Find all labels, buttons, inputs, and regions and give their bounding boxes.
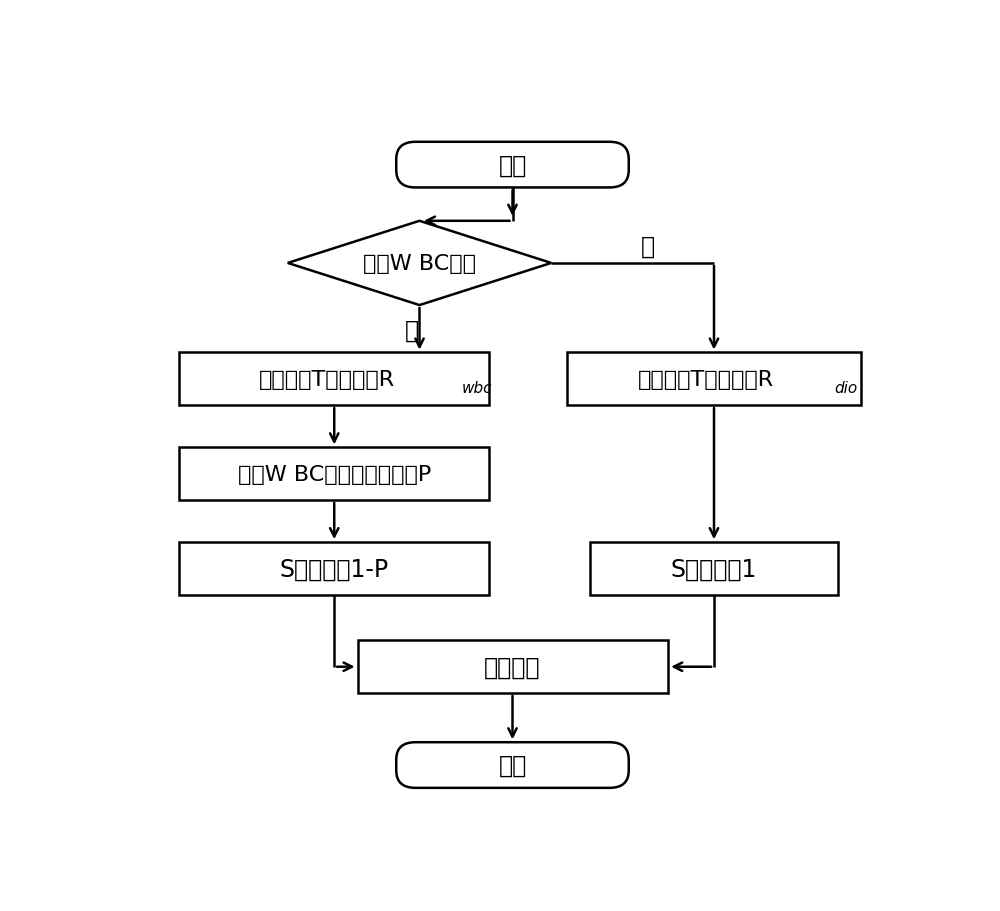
Text: 开始: 开始 [498,153,527,178]
Bar [179,353,489,405]
Bar [179,448,489,500]
Bar [358,640,668,693]
Text: 请求类型T字段置为R: 请求类型T字段置为R [258,369,395,389]
Text: 是: 是 [405,318,419,343]
Bar [179,542,489,595]
Polygon shape [288,221,551,306]
Text: wbc: wbc [462,380,493,395]
FancyBboxPatch shape [396,143,629,189]
Text: 发送请求: 发送请求 [484,655,541,679]
Text: 请求类型T字段置为R: 请求类型T字段置为R [638,369,774,389]
Text: dio: dio [834,380,857,395]
Bar [590,542,838,595]
Text: 获取W BC的可用容量比例P: 获取W BC的可用容量比例P [238,464,431,484]
Text: 结束: 结束 [498,753,527,777]
Text: S字段置为1-P: S字段置为1-P [280,557,389,581]
Text: S字段置为1: S字段置为1 [671,557,757,581]
Bar [567,353,861,405]
FancyBboxPatch shape [396,742,629,788]
Text: 是否W BC请求: 是否W BC请求 [363,253,476,273]
Text: 否: 否 [641,234,655,258]
